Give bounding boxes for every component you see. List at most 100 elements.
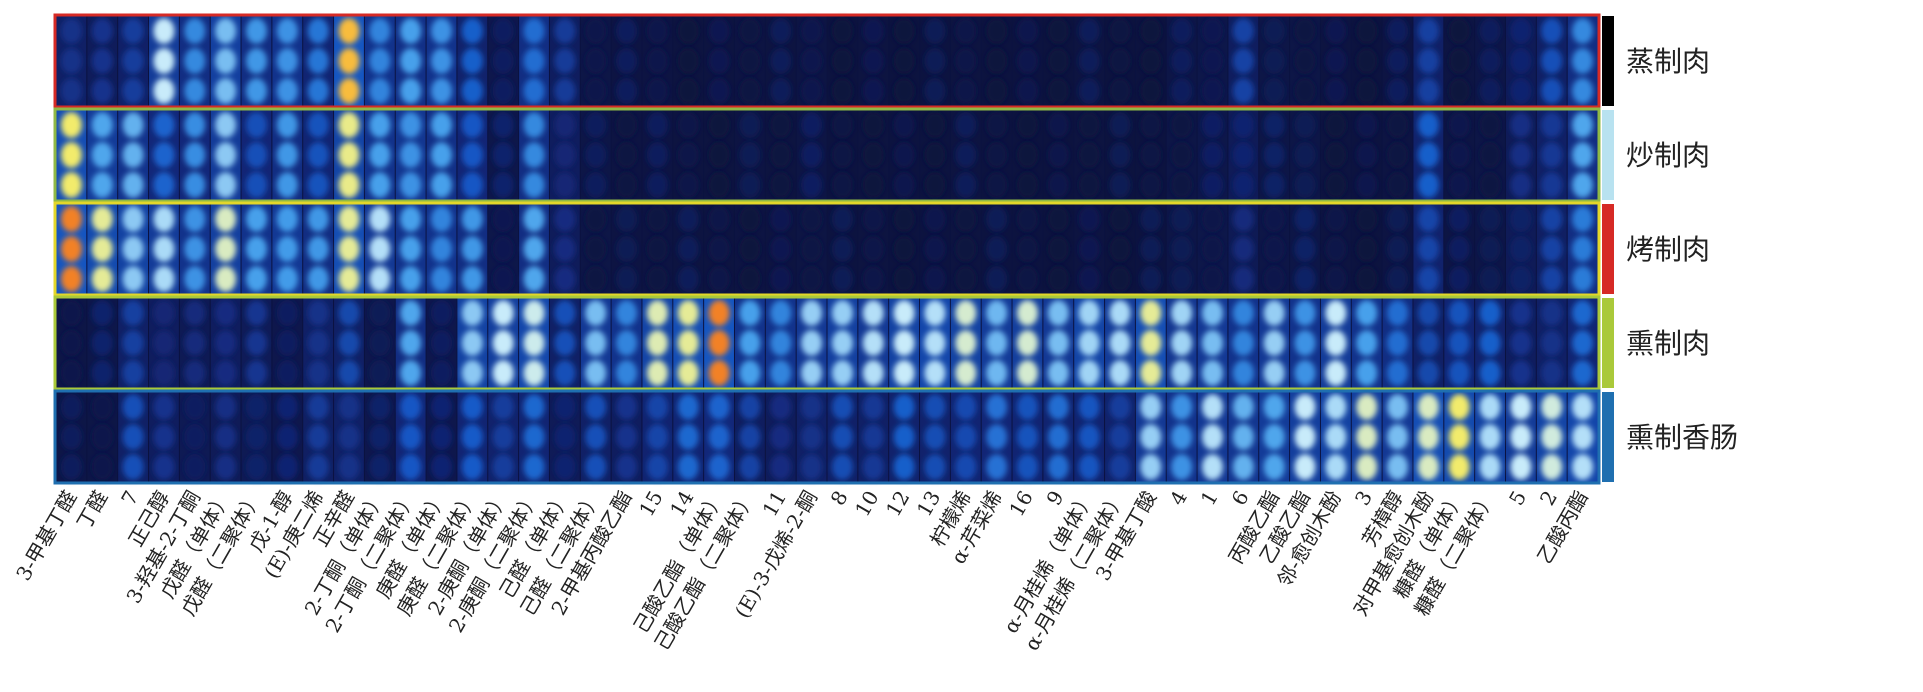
heatmap-cell	[303, 392, 334, 482]
cell-spot	[461, 18, 483, 44]
cell-spot	[523, 48, 545, 74]
cell-spot	[307, 266, 329, 292]
cell-spot	[1047, 142, 1069, 168]
heatmap-cell	[1074, 392, 1105, 482]
cell-spot	[215, 236, 237, 262]
heatmap-cell	[519, 204, 549, 294]
cell-spot	[862, 18, 884, 44]
heatmap-cell	[1290, 16, 1320, 106]
heatmap-cell	[1012, 392, 1043, 482]
heatmap-cell	[796, 16, 827, 106]
heatmap-cell	[889, 110, 920, 200]
cell-spot	[616, 206, 638, 232]
heatmap-cell	[1197, 392, 1228, 482]
column-label: 3	[1350, 487, 1377, 510]
cell-spot	[585, 48, 607, 74]
cell-spot	[616, 330, 638, 356]
heatmap-cell	[1320, 110, 1351, 200]
cell-spot	[1078, 18, 1100, 44]
cell-spot	[215, 78, 237, 104]
cell-spot	[307, 112, 329, 138]
cell-spot	[893, 394, 915, 420]
cell-spot	[369, 172, 391, 198]
cell-spot	[1510, 394, 1532, 420]
heatmap-cell	[1197, 110, 1228, 200]
cell-spot	[1448, 266, 1470, 292]
cell-spot	[492, 300, 514, 326]
cell-spot	[1109, 142, 1131, 168]
cell-spot	[60, 48, 82, 74]
heatmap-cell	[1505, 16, 1536, 106]
cell-spot	[523, 206, 545, 232]
cell-spot	[245, 206, 267, 232]
heatmap-cell	[549, 392, 580, 482]
cell-spot	[862, 300, 884, 326]
cell-spot	[1325, 48, 1347, 74]
heatmap-cell	[364, 204, 395, 294]
cell-spot	[770, 142, 792, 168]
heatmap-cell	[549, 16, 580, 106]
cell-spot	[924, 112, 946, 138]
cell-spot	[1356, 78, 1378, 104]
heatmap-cell	[364, 298, 395, 388]
heatmap-cell	[642, 204, 673, 294]
heatmap-cell	[1505, 204, 1536, 294]
cell-spot	[1140, 236, 1162, 262]
cell-spot	[1078, 172, 1100, 198]
cell-spot	[245, 424, 267, 450]
cell-spot	[677, 360, 699, 386]
cell-spot	[739, 266, 761, 292]
cell-spot	[153, 142, 175, 168]
cell-spot	[245, 78, 267, 104]
heatmap-cell	[920, 16, 950, 106]
cell-spot	[1417, 48, 1439, 74]
cell-spot	[215, 206, 237, 232]
heatmap-cell	[580, 110, 611, 200]
cell-spot	[770, 206, 792, 232]
heatmap-cell	[1536, 298, 1567, 388]
cell-spot	[955, 300, 977, 326]
cell-spot	[1325, 424, 1347, 450]
cell-spot	[739, 142, 761, 168]
cell-spot	[1387, 330, 1409, 356]
heatmap-cell	[858, 110, 889, 200]
cell-spot	[924, 454, 946, 480]
cell-spot	[276, 48, 298, 74]
cell-spot	[831, 18, 853, 44]
cell-spot	[122, 206, 144, 232]
cell-spot	[1140, 206, 1162, 232]
heatmap-cell	[704, 392, 734, 482]
heatmap-cell	[395, 204, 426, 294]
cell-spot	[646, 300, 668, 326]
cell-spot	[616, 266, 638, 292]
cell-spot	[1047, 236, 1069, 262]
cell-spot	[431, 360, 452, 386]
row-frame	[53, 13, 1601, 109]
heatmap-cell	[1382, 204, 1413, 294]
cell-spot	[1572, 78, 1594, 104]
cell-spot	[585, 18, 607, 44]
cell-spot	[1387, 48, 1409, 74]
cell-spot	[1541, 112, 1563, 138]
heatmap-cell	[1259, 298, 1290, 388]
cell-spot	[1325, 172, 1347, 198]
heatmap-cell	[426, 204, 457, 294]
cell-spot	[1541, 300, 1563, 326]
cell-spot	[616, 424, 638, 450]
cell-spot	[1016, 330, 1038, 356]
cell-spot	[307, 424, 329, 450]
heatmap-cell	[1290, 204, 1320, 294]
heatmap-cell	[827, 16, 858, 106]
cell-spot	[1572, 454, 1594, 480]
cell-spot	[215, 172, 237, 198]
cell-spot	[91, 142, 113, 168]
cell-spot	[338, 48, 360, 74]
heatmap-cell	[118, 298, 149, 388]
cell-spot	[1479, 142, 1501, 168]
heatmap-cell	[56, 110, 87, 200]
cell-spot	[400, 394, 422, 420]
cell-spot	[616, 142, 638, 168]
cell-spot	[770, 18, 792, 44]
cell-spot	[1202, 172, 1223, 198]
